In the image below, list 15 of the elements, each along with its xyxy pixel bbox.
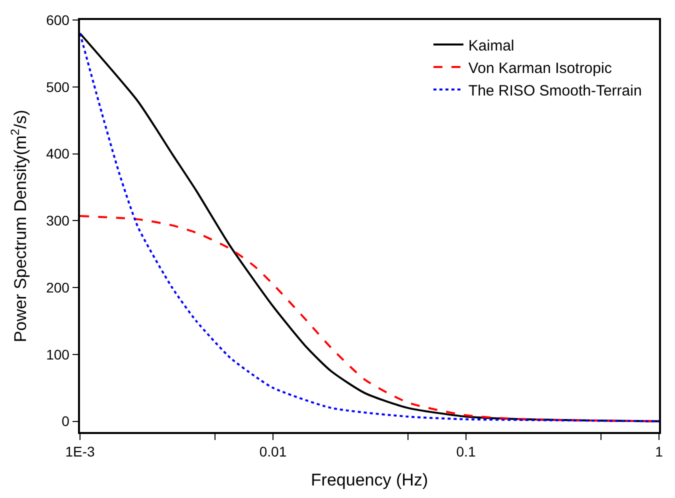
y-tick-label: 200 [46,279,70,296]
x-tick-label: 1E-3 [65,444,95,460]
y-tick-label: 0 [62,413,70,430]
legend-label: The RISO Smooth-Terrain [468,82,642,100]
y-tick-label: 300 [46,212,70,229]
x-tick-label: 1 [655,444,664,460]
x-tick-label: 0.01 [259,444,287,460]
y-tick-label: 400 [46,146,70,162]
x-tick-label: 0.1 [456,444,476,460]
y-tick-label: 100 [46,346,70,362]
legend-label: Von Karman Isotropic [468,60,612,77]
x-axis-title: Frequency (Hz) [310,470,428,490]
y-tick-label: 500 [46,78,70,95]
y-tick-label: 600 [46,12,70,28]
legend-label: Kaimal [468,37,514,54]
